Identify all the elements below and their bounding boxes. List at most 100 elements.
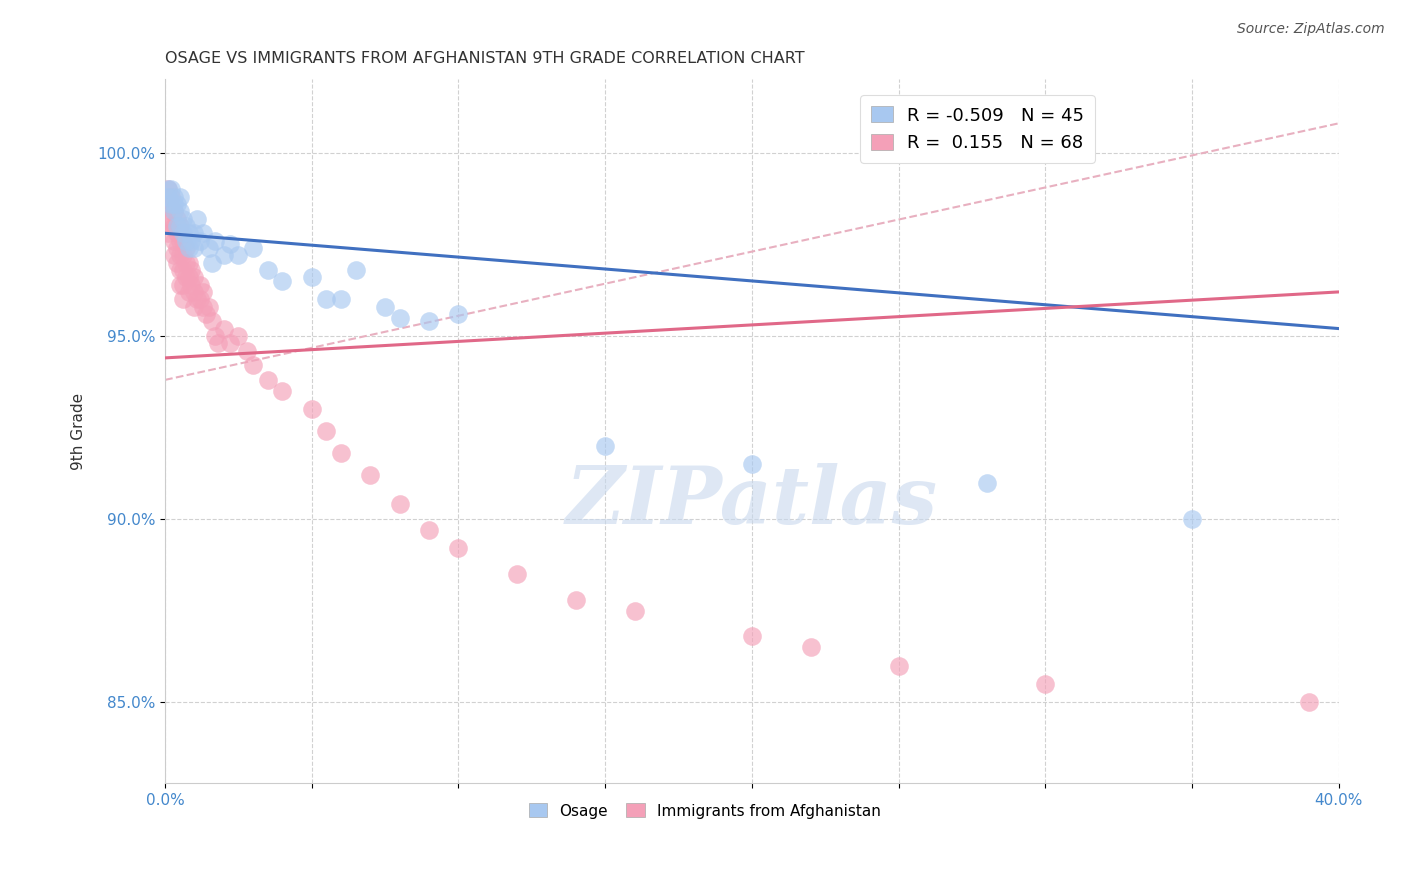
Point: [271, 384, 294, 398]
Point: [172, 263, 194, 277]
Point: [741, 457, 763, 471]
Point: [301, 402, 323, 417]
Point: [593, 439, 616, 453]
Point: [156, 197, 179, 211]
Point: [228, 248, 250, 262]
Point: [183, 227, 205, 241]
Point: [330, 292, 353, 306]
Point: [163, 234, 186, 248]
Legend: Osage, Immigrants from Afghanistan: Osage, Immigrants from Afghanistan: [523, 797, 887, 825]
Point: [741, 629, 763, 643]
Point: [218, 336, 240, 351]
Point: [156, 227, 179, 241]
Point: [242, 358, 264, 372]
Point: [565, 592, 588, 607]
Point: [374, 300, 396, 314]
Point: [212, 248, 235, 262]
Point: [166, 255, 188, 269]
Point: [172, 234, 194, 248]
Point: [188, 277, 211, 292]
Point: [174, 241, 197, 255]
Point: [160, 219, 183, 233]
Point: [800, 640, 823, 655]
Point: [160, 189, 183, 203]
Point: [160, 197, 183, 211]
Point: [188, 234, 211, 248]
Point: [160, 182, 183, 196]
Point: [242, 241, 264, 255]
Point: [271, 274, 294, 288]
Point: [169, 234, 191, 248]
Point: [169, 204, 191, 219]
Point: [1298, 695, 1320, 709]
Point: [156, 189, 179, 203]
Point: [174, 255, 197, 269]
Point: [156, 182, 179, 196]
Point: [1033, 677, 1056, 691]
Point: [186, 292, 208, 306]
Point: [166, 219, 188, 233]
Point: [172, 227, 194, 241]
Point: [359, 468, 381, 483]
Point: [201, 314, 224, 328]
Point: [169, 189, 191, 203]
Point: [163, 204, 186, 219]
Point: [166, 227, 188, 241]
Point: [172, 277, 194, 292]
Point: [198, 300, 221, 314]
Point: [256, 373, 278, 387]
Point: [1181, 512, 1204, 526]
Y-axis label: 9th Grade: 9th Grade: [72, 392, 86, 470]
Point: [163, 204, 186, 219]
Point: [212, 321, 235, 335]
Point: [236, 343, 259, 358]
Point: [418, 523, 440, 537]
Point: [177, 227, 200, 241]
Point: [156, 211, 179, 226]
Point: [195, 307, 218, 321]
Point: [166, 211, 188, 226]
Point: [177, 285, 200, 299]
Point: [169, 263, 191, 277]
Point: [172, 211, 194, 226]
Point: [183, 241, 205, 255]
Point: [315, 424, 337, 438]
Point: [198, 241, 221, 255]
Point: [193, 227, 215, 241]
Point: [160, 204, 183, 219]
Point: [163, 248, 186, 262]
Point: [183, 285, 205, 299]
Text: ZIPatlas: ZIPatlas: [565, 463, 938, 541]
Point: [156, 182, 179, 196]
Point: [174, 219, 197, 233]
Point: [172, 292, 194, 306]
Point: [204, 234, 226, 248]
Point: [506, 567, 529, 582]
Point: [418, 314, 440, 328]
Point: [169, 219, 191, 233]
Point: [183, 300, 205, 314]
Text: Source: ZipAtlas.com: Source: ZipAtlas.com: [1237, 22, 1385, 37]
Point: [201, 255, 224, 269]
Point: [186, 211, 208, 226]
Point: [447, 307, 470, 321]
Point: [204, 329, 226, 343]
Point: [388, 310, 411, 325]
Point: [169, 277, 191, 292]
Point: [180, 277, 202, 292]
Point: [177, 255, 200, 269]
Point: [166, 197, 188, 211]
Point: [169, 248, 191, 262]
Point: [256, 263, 278, 277]
Point: [315, 292, 337, 306]
Point: [163, 197, 186, 211]
Point: [887, 658, 910, 673]
Point: [207, 336, 229, 351]
Point: [188, 292, 211, 306]
Point: [172, 248, 194, 262]
Point: [228, 329, 250, 343]
Point: [218, 237, 240, 252]
Point: [447, 541, 470, 556]
Point: [180, 263, 202, 277]
Point: [976, 475, 998, 490]
